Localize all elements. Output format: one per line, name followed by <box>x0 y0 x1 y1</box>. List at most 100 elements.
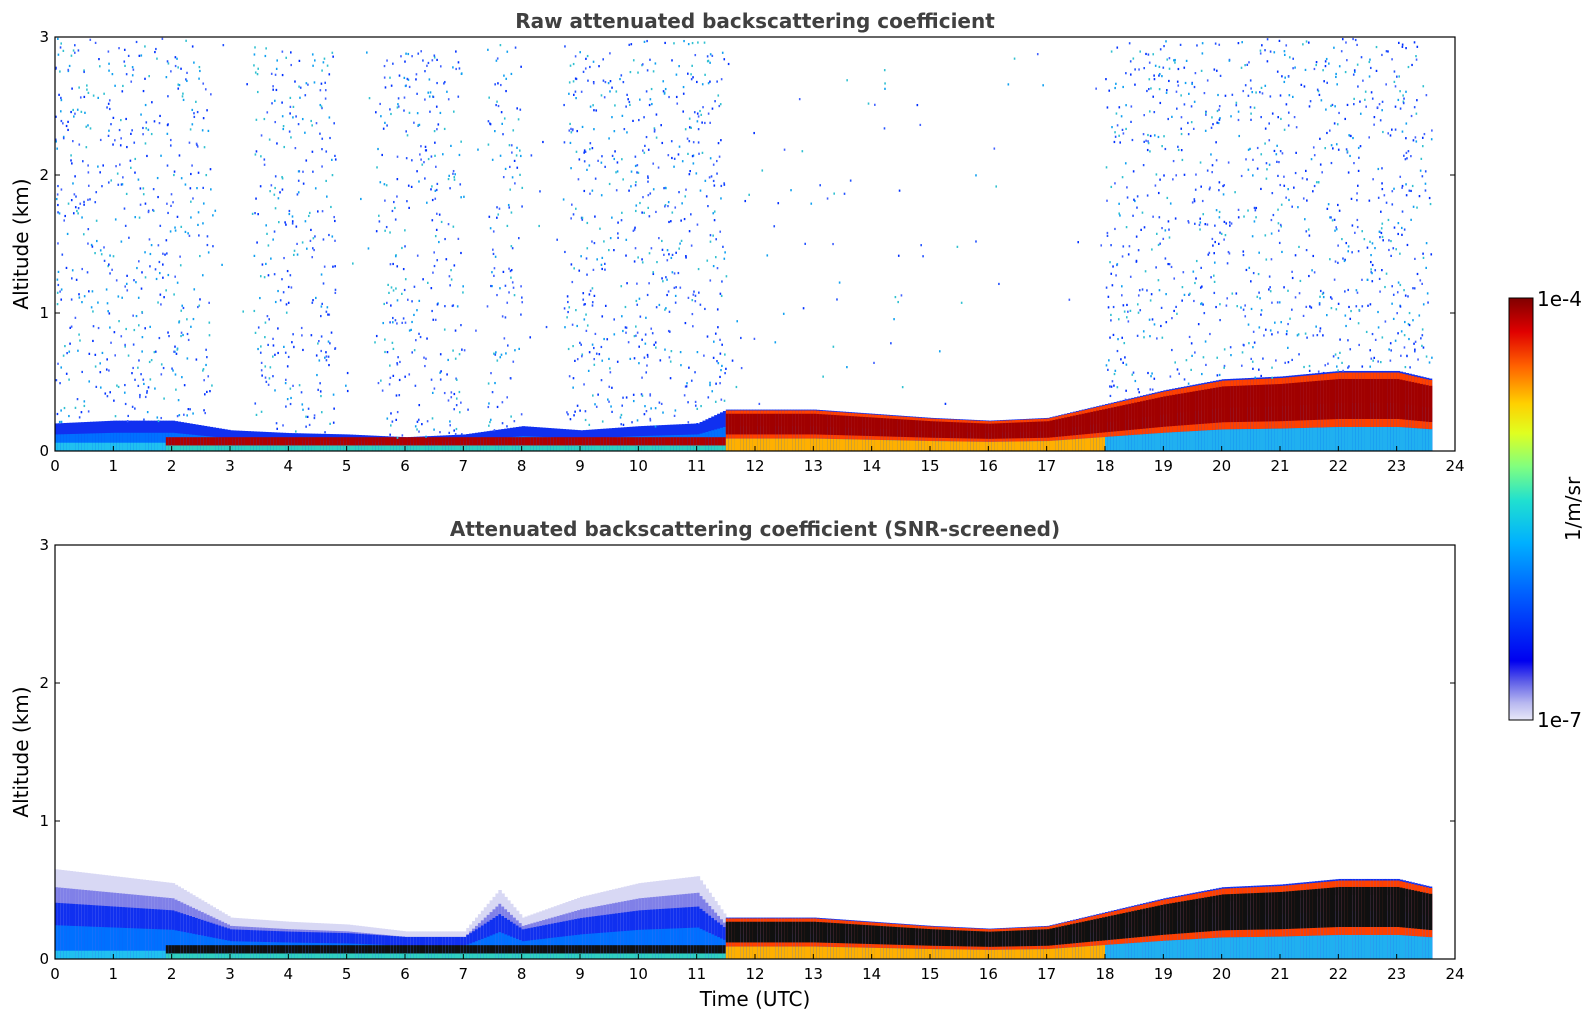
heatmap-column <box>606 890 610 959</box>
heatmap-column <box>1280 884 1284 959</box>
heatmap-column <box>1411 882 1415 959</box>
heatmap-column <box>1315 881 1319 959</box>
heatmap-column <box>1367 370 1372 451</box>
heatmap-column <box>343 434 348 451</box>
heatmap-column <box>413 931 418 959</box>
heatmap-column <box>1393 878 1398 959</box>
heatmap-column <box>136 878 141 959</box>
heatmap-column <box>795 409 800 451</box>
heatmap-column <box>938 418 943 451</box>
heatmap-column <box>1242 378 1246 451</box>
heatmap-column <box>425 931 429 959</box>
heatmap-column <box>472 921 476 959</box>
heatmap-column <box>160 420 164 451</box>
heatmap-column <box>970 419 975 451</box>
heatmap-column <box>568 429 572 451</box>
heatmap-column <box>1277 376 1281 451</box>
x-tick-label: 12 <box>745 457 764 475</box>
heatmap-column <box>165 882 170 959</box>
heatmap-column <box>582 430 587 451</box>
heatmap-column <box>302 922 307 959</box>
heatmap-column <box>857 412 861 451</box>
heatmap-column <box>1259 885 1264 959</box>
heatmap-column <box>816 409 820 451</box>
heatmap-column <box>1227 378 1232 451</box>
heatmap-column <box>437 931 441 959</box>
heatmap-column <box>792 917 797 959</box>
heatmap-column <box>1291 883 1296 959</box>
heatmap-column <box>842 411 847 451</box>
heatmap-column <box>970 927 975 959</box>
heatmap-column <box>501 429 505 451</box>
heatmap-column <box>912 416 917 451</box>
x-tick-label: 14 <box>862 457 881 475</box>
colorbar-unit-label: 1/m/sr <box>1561 476 1585 541</box>
heatmap-column <box>626 885 631 959</box>
x-tick-label: 22 <box>1329 457 1348 475</box>
heatmap-column <box>757 917 762 959</box>
heatmap-column <box>839 919 844 959</box>
heatmap-column <box>1271 884 1275 959</box>
heatmap-column <box>1163 390 1167 451</box>
heatmap-column <box>792 409 797 451</box>
heatmap-column <box>720 412 724 451</box>
colorbar: 1e-4 1e-7 1/m/sr <box>1508 287 1585 732</box>
heatmap-column <box>938 926 943 959</box>
colorbar-min-label: 1e-7 <box>1537 708 1582 732</box>
heatmap-column <box>845 919 849 959</box>
heatmap-column <box>1081 409 1086 451</box>
heatmap-column <box>734 917 739 959</box>
heatmap-column <box>895 415 899 451</box>
heatmap-column <box>667 424 672 451</box>
heatmap-column <box>536 912 540 959</box>
heatmap-column <box>1005 927 1010 959</box>
heatmap-column <box>862 413 867 451</box>
heatmap-column <box>1072 411 1077 451</box>
heatmap-column <box>819 410 823 451</box>
heatmap-column <box>1061 922 1065 959</box>
heatmap-column <box>632 426 637 451</box>
heatmap-column <box>994 928 998 959</box>
heatmap-column <box>1014 419 1019 451</box>
heatmap-column <box>107 420 112 451</box>
heatmap-column <box>410 436 415 451</box>
heatmap-column <box>588 429 593 451</box>
heatmap-column <box>475 917 479 959</box>
heatmap-column <box>510 427 514 451</box>
heatmap-column <box>769 409 774 451</box>
heatmap-column <box>860 412 864 451</box>
heatmap-column <box>655 425 660 451</box>
heatmap-column <box>66 422 71 451</box>
heatmap-column <box>842 919 847 959</box>
heatmap-column <box>1008 419 1013 451</box>
heatmap-column <box>1338 370 1342 451</box>
heatmap-column <box>833 919 838 959</box>
heatmap-column <box>168 882 173 959</box>
heatmap-column <box>635 426 639 451</box>
heatmap-column <box>160 881 164 959</box>
heatmap-column <box>174 884 179 959</box>
heatmap-column <box>1172 388 1176 451</box>
heatmap-column <box>1183 386 1188 451</box>
heatmap-column <box>480 431 485 451</box>
heatmap-column <box>661 880 666 959</box>
heatmap-column <box>311 922 316 959</box>
x-tick-label: 0 <box>50 965 60 983</box>
heatmap-column <box>1131 397 1135 451</box>
heatmap-column <box>60 869 65 959</box>
heatmap-column <box>868 413 873 451</box>
heatmap-column <box>130 878 135 959</box>
heatmap-column <box>1008 927 1013 959</box>
heatmap-column <box>711 416 715 451</box>
heatmap-column <box>265 431 269 451</box>
heatmap-column <box>335 434 339 451</box>
heatmap-column <box>326 433 330 451</box>
heatmap-column <box>279 921 284 959</box>
heatmap-column <box>180 422 184 451</box>
heatmap-column <box>749 917 753 959</box>
heatmap-column <box>1402 372 1407 451</box>
heatmap-column <box>305 922 310 959</box>
colorbar-gradient <box>1508 297 1534 721</box>
heatmap-column <box>445 435 450 451</box>
heatmap-column <box>203 425 208 451</box>
